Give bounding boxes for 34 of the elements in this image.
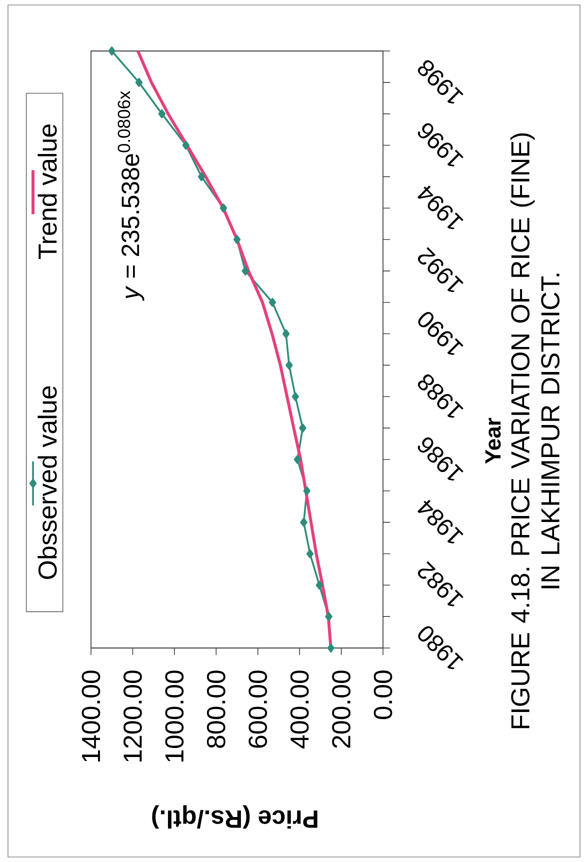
point: [286, 360, 293, 370]
point: [300, 518, 308, 527]
point: [182, 140, 190, 150]
x-tick-label: 1400.00: [82, 670, 100, 762]
x-tick-label: 400.00: [290, 670, 309, 748]
point: [135, 78, 143, 87]
point: [198, 172, 206, 182]
x-tick-label: 1200.00: [124, 670, 142, 762]
point: [303, 486, 310, 496]
point: [233, 235, 241, 244]
point: [325, 612, 332, 622]
point: [220, 204, 228, 213]
point: [158, 109, 166, 118]
x-tick-label: 0.00: [374, 670, 392, 720]
point: [306, 549, 314, 558]
legend-label: Trend value: [38, 124, 57, 260]
point: [299, 424, 306, 433]
point: [294, 454, 302, 464]
annotation: y = 235.538e$^{0.0806x}$: [118, 90, 144, 301]
point: [268, 298, 276, 307]
x-tick-label: 800.00: [206, 670, 226, 748]
point: [282, 329, 290, 338]
legend-label: Obsserved value: [38, 386, 57, 579]
point: [316, 580, 323, 590]
text: FIGURE 4.18. PRICE VARIATION OF RICE (FINE) IN LAKHIMPUR DISTRICT.: [510, 133, 560, 728]
point: [108, 46, 116, 56]
x-tick-label: 200.00: [332, 670, 350, 748]
y-axis-title: Year: [485, 418, 501, 464]
x-tick-label: 600.00: [248, 670, 268, 748]
point: [292, 392, 299, 402]
x-tick-label: 1000.00: [165, 670, 184, 762]
point: [242, 266, 249, 276]
x-axis-title: Price (Rs./qtl.): [152, 805, 318, 829]
point: [327, 644, 334, 652]
